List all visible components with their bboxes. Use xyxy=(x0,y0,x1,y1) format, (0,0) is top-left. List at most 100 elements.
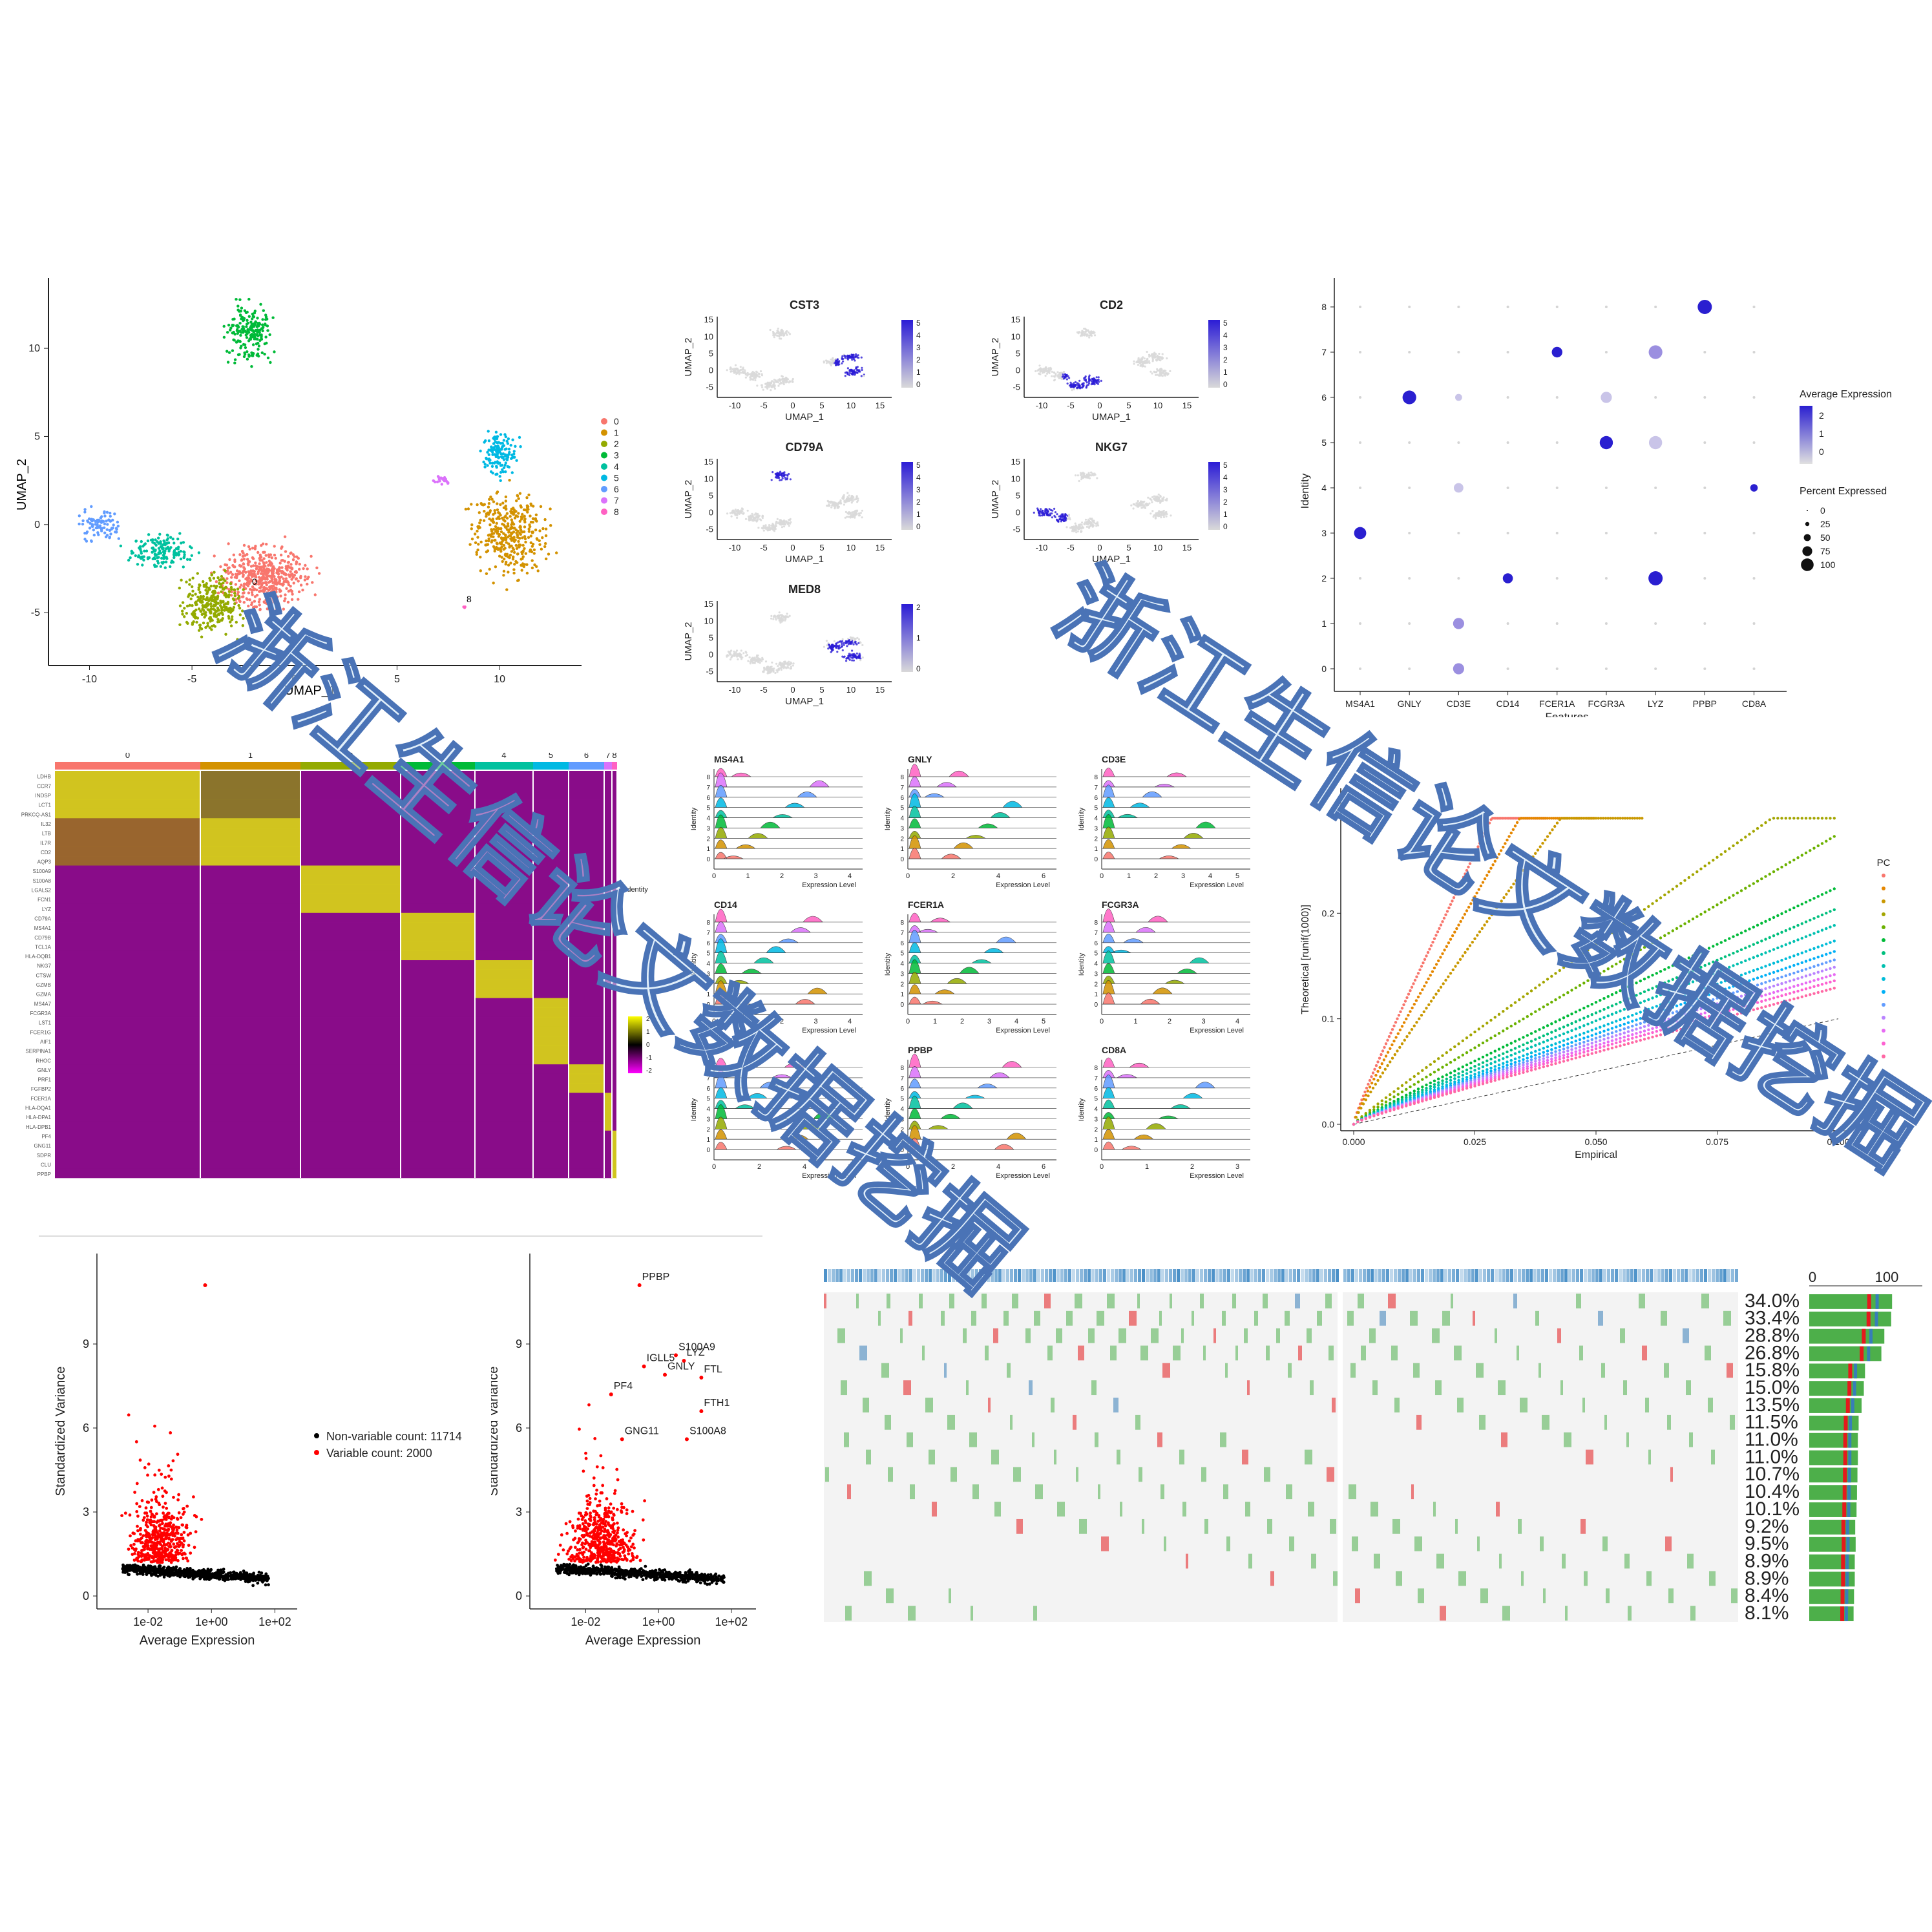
ridge-level-label: 3 xyxy=(706,825,710,832)
feature-point xyxy=(781,330,784,332)
heatmap-cell xyxy=(300,903,401,914)
feature-point xyxy=(740,658,743,660)
heatmap-cell xyxy=(475,780,533,790)
umap-point xyxy=(498,448,501,451)
umap-point xyxy=(114,530,117,534)
feature-point xyxy=(1080,530,1082,533)
feature-point xyxy=(1164,514,1166,516)
heatmap-cell xyxy=(475,1064,533,1075)
feature-point xyxy=(852,371,855,373)
feature-point xyxy=(761,386,764,388)
feature-point xyxy=(736,512,739,515)
ridge-density xyxy=(908,776,957,788)
umap-point xyxy=(512,456,515,459)
feature-point xyxy=(742,512,745,514)
feature-point xyxy=(1159,494,1162,497)
ridge-level-label: 2 xyxy=(900,981,904,988)
umap-point xyxy=(274,556,277,560)
umap-point xyxy=(247,315,251,318)
umap-point xyxy=(271,571,275,574)
heatmap-gene-label: AQP3 xyxy=(37,859,52,865)
feature-point xyxy=(1151,496,1154,499)
heatmap-cell xyxy=(55,790,200,800)
feature-point xyxy=(1054,511,1057,514)
umap-point xyxy=(233,358,237,361)
umap-point xyxy=(226,581,229,584)
ridge-level-label: 6 xyxy=(706,940,710,947)
umap-point xyxy=(253,570,256,573)
feature-point xyxy=(730,366,732,369)
heatmap-cell xyxy=(604,960,612,970)
feature-point xyxy=(779,474,781,476)
dotplot-identity-label: 5 xyxy=(1321,437,1327,448)
umap-point xyxy=(146,556,150,560)
umap-point xyxy=(242,585,246,588)
feature-point xyxy=(747,660,750,662)
ridge-xtick-label: 3 xyxy=(814,1018,817,1025)
feature-xtick-label: -10 xyxy=(1036,543,1048,552)
feature-point xyxy=(1074,522,1076,525)
feature-point xyxy=(735,649,739,652)
heatmap-cell xyxy=(401,922,475,932)
umap-point xyxy=(502,439,506,442)
feature-point xyxy=(784,474,786,476)
umap-point xyxy=(247,560,251,563)
heatmap-cell xyxy=(55,903,200,914)
ridge-level-label: 4 xyxy=(706,815,710,823)
umap-point xyxy=(236,638,239,641)
umap-point xyxy=(92,518,95,521)
heatmap-gene-label: PF4 xyxy=(41,1133,51,1139)
feature-point xyxy=(761,384,763,386)
heatmap-cell xyxy=(55,1140,200,1150)
heatmap-cell xyxy=(612,808,617,819)
feature-point xyxy=(764,668,766,671)
heatmap-gene-label: FGFBP2 xyxy=(31,1086,52,1092)
umap-point xyxy=(218,612,221,615)
feature-point xyxy=(841,640,844,642)
umap-point xyxy=(502,543,506,547)
umap-point xyxy=(518,492,522,495)
dotplot-dot xyxy=(1555,532,1559,534)
umap-point xyxy=(521,536,524,540)
umap-point xyxy=(536,569,540,572)
heatmap-gene-label: NKG7 xyxy=(37,963,51,969)
dotplot-expr-legend-label: 1 xyxy=(1819,428,1824,439)
heatmap-cell xyxy=(300,875,401,885)
umap-point xyxy=(490,539,494,542)
feature-point xyxy=(750,517,752,520)
ridge-density xyxy=(908,954,992,963)
umap-point xyxy=(161,562,164,565)
heatmap-cell xyxy=(300,1102,401,1112)
umap-point xyxy=(242,317,246,320)
umap-point xyxy=(233,588,236,591)
feature-point xyxy=(1060,520,1062,523)
umap-point xyxy=(238,607,242,610)
feature-point xyxy=(1155,514,1158,517)
heatmap-cell xyxy=(401,979,475,989)
feature-point xyxy=(1053,379,1056,382)
feature-point xyxy=(859,659,862,662)
umap-point xyxy=(488,567,491,571)
umap-point xyxy=(497,441,500,444)
feature-point xyxy=(788,614,791,617)
umap-point xyxy=(310,554,313,558)
umap-point xyxy=(524,509,528,512)
umap-point xyxy=(257,600,261,604)
feature-point xyxy=(1092,525,1095,528)
feature-point xyxy=(782,383,785,386)
heatmap-cell xyxy=(612,950,617,961)
feature-point xyxy=(742,366,744,369)
feature-point xyxy=(1040,508,1042,510)
umap-point xyxy=(528,550,532,553)
feature-point xyxy=(1156,354,1159,357)
heatmap-cell xyxy=(612,998,617,1008)
umap-point xyxy=(134,554,137,558)
heatmap-colorbar-label: 0 xyxy=(646,1042,650,1049)
heatmap-cell xyxy=(55,1159,200,1169)
umap-point xyxy=(240,595,244,598)
umap-point xyxy=(278,577,281,580)
umap-point xyxy=(152,556,156,560)
feature-point xyxy=(841,362,843,364)
feature-point xyxy=(835,359,837,362)
feature-xlabel: UMAP_1 xyxy=(1092,412,1131,423)
